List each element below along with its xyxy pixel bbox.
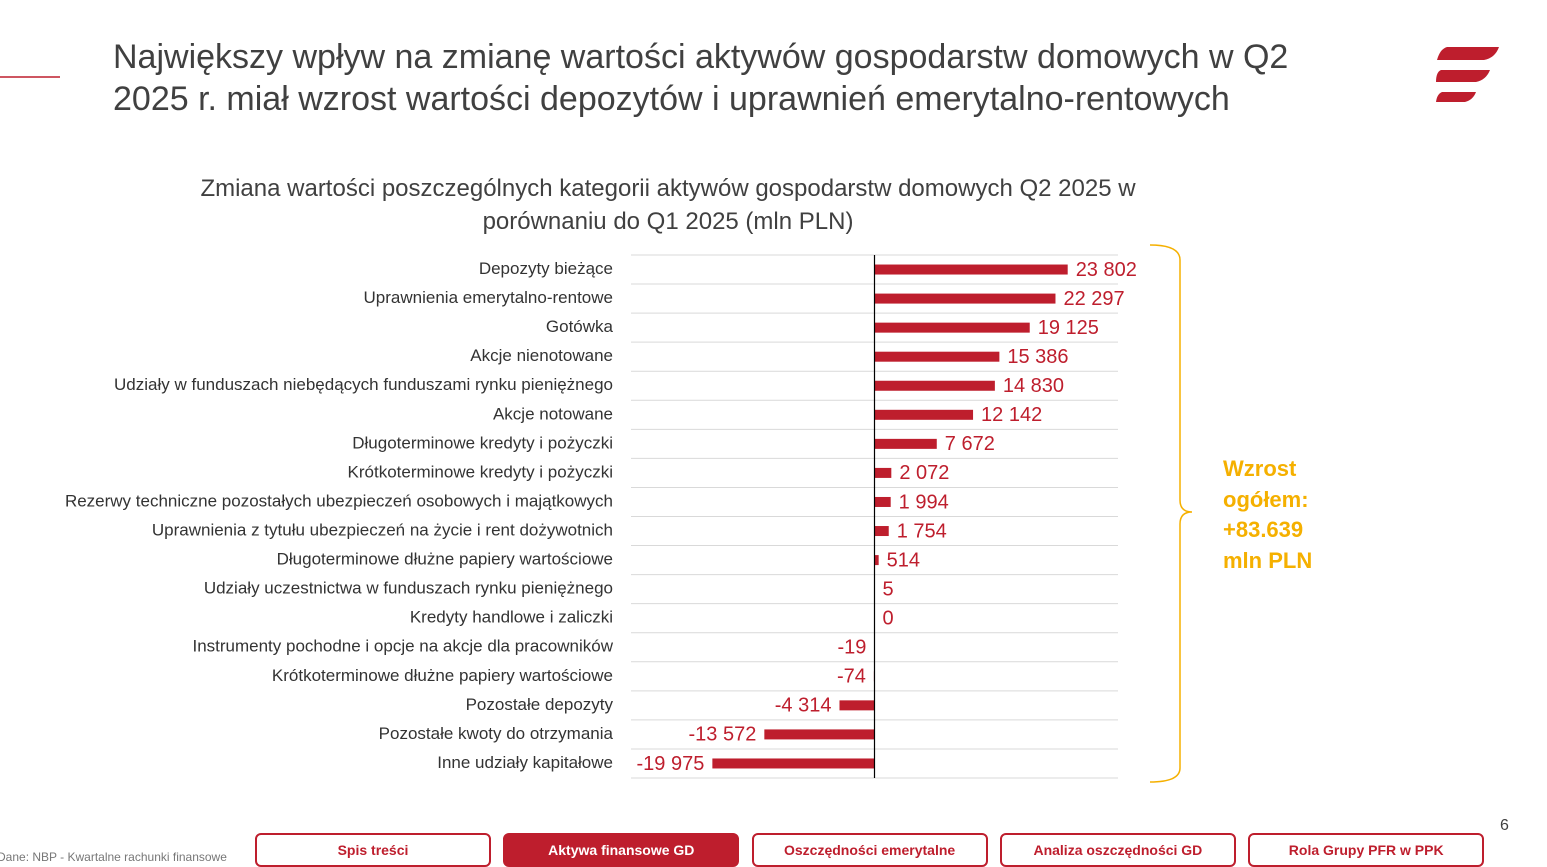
data-label: 1 754	[897, 520, 947, 542]
data-label: -19 975	[637, 753, 705, 775]
y-tick-label: Rezerwy techniczne pozostałych ubezpiecz…	[65, 491, 613, 510]
data-label: 14 830	[1003, 375, 1064, 397]
y-tick-label: Udziały w funduszach niebędących fundusz…	[114, 375, 613, 394]
data-label: -4 314	[775, 695, 832, 717]
nav-button[interactable]: Aktywa finansowe GD	[503, 833, 740, 867]
slide-title: Największy wpływ na zmianę wartości akty…	[113, 38, 1289, 118]
bar	[874, 380, 995, 391]
y-tick-label: Krótkoterminowe dłużne papiery wartościo…	[272, 666, 613, 685]
bar	[839, 700, 875, 711]
nav-button[interactable]: Spis treści	[255, 833, 491, 867]
data-label: 5	[883, 578, 894, 600]
bar	[874, 438, 937, 449]
bar	[874, 526, 889, 537]
bar	[874, 409, 974, 420]
bar	[874, 467, 892, 478]
y-tick-label: Depozyty bieżące	[479, 259, 613, 278]
chart-title: Zmiana wartości poszczególnych kategorii…	[200, 175, 1136, 235]
bar	[764, 729, 875, 740]
bar	[874, 322, 1030, 333]
nav-button[interactable]: Rola Grupy PFR w PPK	[1248, 833, 1485, 867]
data-label: 19 125	[1038, 317, 1099, 339]
y-tick-label: Akcje nienotowane	[470, 346, 613, 365]
bar	[874, 555, 879, 566]
data-label: 514	[887, 549, 920, 571]
nav-button[interactable]: Analiza oszczędności GD	[999, 833, 1236, 867]
data-label: 15 386	[1007, 346, 1068, 368]
data-label: -74	[837, 666, 866, 688]
y-tick-label: Kredyty handlowe i zaliczki	[410, 608, 613, 627]
y-tick-label: Uprawnienia emerytalno-rentowe	[364, 288, 613, 307]
data-label: 1 994	[899, 491, 949, 513]
y-tick-label: Pozostałe depozyty	[466, 695, 614, 714]
y-tick-label: Inne udziały kapitałowe	[437, 753, 613, 772]
data-label: 7 672	[945, 433, 995, 455]
logo	[1436, 47, 1499, 102]
y-tick-label: Krótkoterminowe kredyty i pożyczki	[348, 462, 613, 481]
y-tick-label: Udziały uczestnictwa w funduszach rynku …	[204, 579, 613, 598]
bar	[712, 758, 875, 769]
page-number: 6	[1500, 817, 1509, 834]
data-label: 2 072	[899, 462, 949, 484]
y-tick-label: Długoterminowe dłużne papiery wartościow…	[277, 550, 613, 569]
y-tick-label: Instrumenty pochodne i opcje na akcje dl…	[192, 637, 613, 656]
y-tick-label: Gotówka	[546, 317, 614, 336]
y-tick-label: Akcje notowane	[493, 404, 613, 423]
bar	[874, 293, 1056, 304]
data-label: -13 572	[688, 724, 756, 746]
bar	[874, 496, 891, 507]
nav-button[interactable]: Oszczędności emerytalne	[751, 833, 988, 867]
annotation: Wzrost ogółem: +83.639 mln PLN	[1223, 456, 1313, 573]
source: Dane: NBP - Kwartalne rachunki finansowe	[0, 850, 227, 864]
data-label: 22 297	[1063, 288, 1124, 310]
data-label: 23 802	[1076, 259, 1137, 281]
y-tick-label: Pozostałe kwoty do otrzymania	[379, 724, 614, 743]
data-label: 12 142	[981, 404, 1042, 426]
bar	[874, 264, 1068, 275]
data-label: 0	[883, 607, 894, 629]
brace	[1149, 244, 1193, 783]
y-tick-label: Uprawnienia z tytułu ubezpieczeń na życi…	[152, 521, 613, 540]
data-label: -19	[837, 637, 866, 659]
y-tick-label: Długoterminowe kredyty i pożyczki	[352, 433, 613, 452]
bar	[874, 351, 1000, 362]
